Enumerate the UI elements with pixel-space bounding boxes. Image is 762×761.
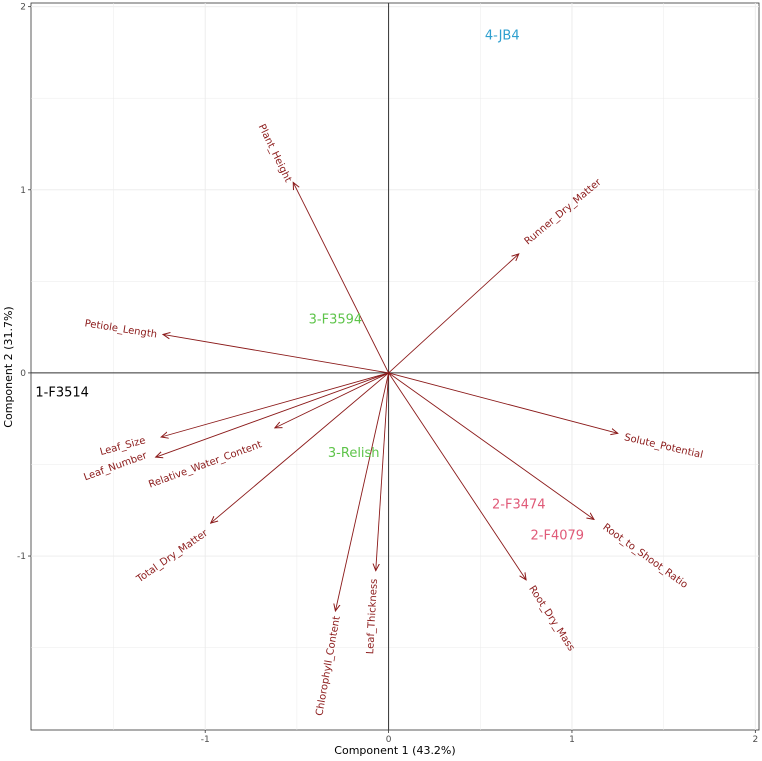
loading-arrow-runner_dry_matter [388,254,519,374]
x-axis-title: Component 1 (43.2%) [334,744,455,757]
x-tick-label: 1 [569,735,575,745]
sample-label-3-f3594: 3-F3594 [309,312,363,327]
sample-label-1-f3514: 1-F3514 [35,386,89,401]
loading-arrow-petiole_length [163,334,389,374]
sample-label-2-f4079: 2-F4079 [531,528,585,543]
sample-label-2-f3474: 2-F3474 [492,497,546,512]
axis-ticks: -1 0 1 2 -1 0 1 2 [17,3,758,745]
y-tick-label: 0 [20,369,26,379]
loading-arrow-total_dry_matter [211,372,389,523]
loading-arrow-plant_height [293,182,389,374]
y-tick-label: 2 [20,3,26,13]
loading-arrow-root_dry_mass [388,372,527,580]
loading-arrow-root_to_shoot_ratio [388,372,594,519]
x-tick-label: 0 [386,735,392,745]
zero-axis-lines [31,3,759,730]
loading-arrow-chlorophyll_content [335,372,390,611]
x-tick-label: -1 [201,735,210,745]
sample-label-3-relish: 3-Relish [328,446,380,461]
loading-arrow-relative_water_content [275,372,389,428]
loading-arrow-solute_potential [388,372,618,433]
loading-arrow-leaf_number [156,372,389,457]
loading-label-leaf_thickness: Leaf_Thickness [365,578,380,654]
sample-labels: 4-JB4 3-F3594 1-F3514 3-Relish 2-F3474 2-F407… [35,28,584,543]
sample-label-4-jb4: 4-JB4 [485,28,520,43]
loading-arrow-leaf_thickness [376,372,390,571]
y-axis-title: Component 2 (31.7%) [2,306,15,427]
loading-arrow-leaf_size [161,372,389,437]
x-tick-label: 2 [752,735,758,745]
y-tick-label: -1 [17,552,26,562]
y-tick-label: 1 [20,186,26,196]
